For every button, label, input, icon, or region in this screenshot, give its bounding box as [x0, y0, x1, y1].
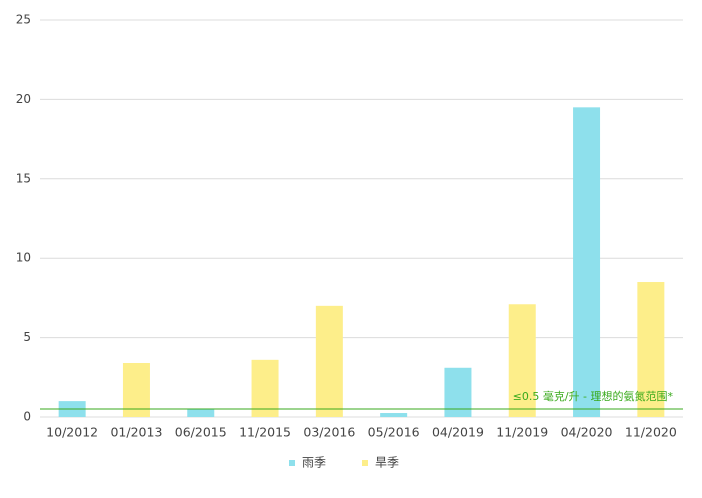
- y-tick-label: 25: [16, 13, 31, 27]
- y-tick-label: 5: [23, 330, 31, 344]
- x-tick-label: 06/2015: [175, 425, 227, 440]
- bar: [315, 305, 343, 417]
- x-tick-label: 05/2016: [368, 425, 420, 440]
- x-tick-label: 04/2019: [432, 425, 484, 440]
- x-tick-label: 11/2020: [625, 425, 677, 440]
- y-tick-label: 10: [16, 251, 31, 265]
- x-tick-label: 01/2013: [110, 425, 162, 440]
- y-tick-label: 0: [23, 410, 31, 424]
- legend-swatch: [362, 460, 368, 466]
- x-tick-label: 10/2012: [46, 425, 98, 440]
- x-tick-label: 04/2020: [561, 425, 613, 440]
- x-tick-label: 03/2016: [303, 425, 355, 440]
- legend-swatch: [289, 460, 295, 466]
- bar: [508, 304, 536, 417]
- bar: [444, 367, 472, 417]
- bar: [122, 363, 150, 417]
- bar: [251, 359, 279, 417]
- legend-label: 旱季: [375, 456, 399, 470]
- bar: [187, 409, 215, 417]
- x-tick-label: 11/2019: [496, 425, 548, 440]
- y-tick-label: 20: [16, 92, 31, 106]
- y-tick-label: 15: [16, 171, 31, 185]
- x-tick-label: 11/2015: [239, 425, 291, 440]
- threshold-label: ≤0.5 毫克/升 - 理想的氨氮范围*: [513, 389, 674, 403]
- bar: [573, 107, 601, 417]
- bar: [380, 413, 408, 417]
- legend-label: 雨季: [302, 456, 326, 470]
- bar: [637, 282, 665, 417]
